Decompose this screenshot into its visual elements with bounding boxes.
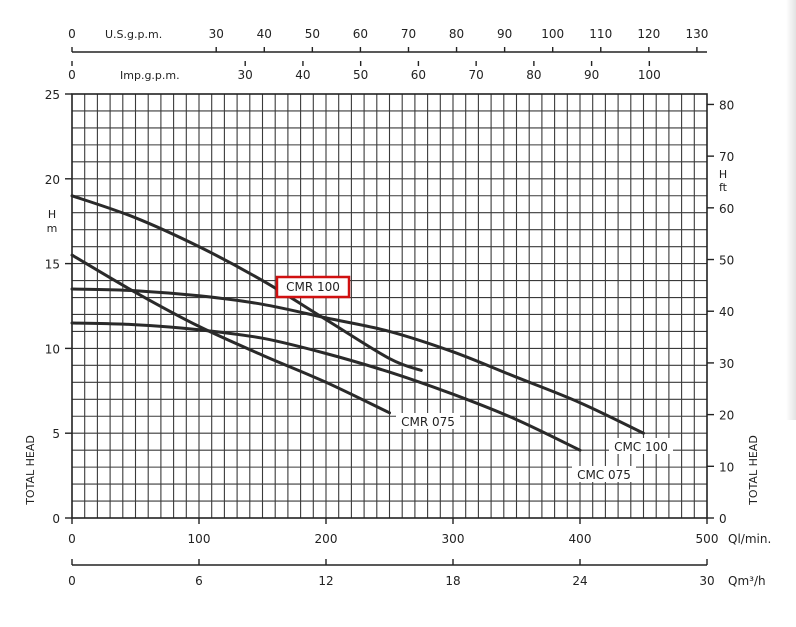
highlight-box [275, 275, 351, 299]
usgpm-tick-label: 60 [353, 27, 368, 41]
y2-tick-label: 10 [719, 460, 734, 474]
x-tick-label: 100 [188, 532, 211, 546]
y2-unit-label: H [719, 168, 727, 181]
x2-tick-label: 24 [572, 574, 587, 588]
y2-unit-label: ft [719, 181, 728, 194]
y2-tick-label: 30 [719, 357, 734, 371]
usgpm-tick-label: 30 [209, 27, 224, 41]
y-axis-label: TOTAL HEAD [24, 435, 37, 506]
y2-tick-label: 0 [719, 512, 727, 526]
series-line-cmc-100 [70, 287, 645, 435]
x2-tick-label: 6 [195, 574, 203, 588]
impgpm-axis-label: Imp.g.p.m. [120, 69, 180, 82]
series-line-cmr-075 [70, 253, 391, 415]
impgpm-tick-label: 70 [468, 68, 483, 82]
impgpm-tick-label: 50 [353, 68, 368, 82]
usgpm-tick-label: 90 [497, 27, 512, 41]
y2-tick-label: 70 [719, 150, 734, 164]
impgpm-tick-label: 30 [238, 68, 253, 82]
x-tick-label: 200 [315, 532, 338, 546]
label-background [572, 466, 636, 482]
curve-label: CMR 075 [401, 415, 455, 429]
y-tick-label: 20 [45, 173, 60, 187]
impgpm-tick-label: 80 [526, 68, 541, 82]
y2-tick-label: 40 [719, 305, 734, 319]
y2-tick-label: 20 [719, 409, 734, 423]
usgpm-tick-label: 130 [685, 27, 708, 41]
x-tick-label: 500 [696, 532, 719, 546]
y2-axis-label: TOTAL HEAD [747, 435, 760, 506]
impgpm-tick-label: 60 [411, 68, 426, 82]
series-line-cmc-075 [70, 321, 582, 452]
impgpm-tick-label: 40 [295, 68, 310, 82]
edge-shadow [786, 0, 796, 420]
curve-label: CMC 075 [577, 468, 631, 482]
y2-tick-label: 50 [719, 254, 734, 268]
label-background [609, 438, 673, 454]
axes: 0 100 200 300 400 500 Ql/min.0 6 12 18 24 30 Qm³/h0 3… [24, 27, 771, 588]
y2-tick-label: 60 [719, 202, 734, 216]
usgpm-tick-label: 110 [589, 27, 612, 41]
y-tick-label: 25 [45, 88, 60, 102]
x-tick-label: 300 [442, 532, 465, 546]
usgpm-tick-label: 70 [401, 27, 416, 41]
plot-frame [71, 93, 708, 519]
y2-tick-label: 80 [719, 98, 734, 112]
x-tick-label: 400 [569, 532, 592, 546]
usgpm-tick-label: 80 [449, 27, 464, 41]
usgpm-axis-label: U.S.g.p.m. [105, 28, 162, 41]
usgpm-tick-label: 100 [541, 27, 564, 41]
grid [72, 94, 707, 518]
x2-tick-label: 0 [68, 574, 76, 588]
curve-labels: CMR 100 CMR 075 CMC 100 CMC 075 [275, 275, 673, 482]
y-unit-label: m [47, 222, 58, 235]
impgpm-tick-label: 100 [638, 68, 661, 82]
usgpm-tick-label: 50 [305, 27, 320, 41]
curve-label: CMC 100 [614, 440, 668, 454]
x-tick-label: 0 [68, 532, 76, 546]
usgpm-tick-label: 40 [257, 27, 272, 41]
y-tick-label: 10 [45, 342, 60, 356]
y-unit-label: H [48, 208, 56, 221]
y-tick-label: 15 [45, 258, 60, 272]
label-background [396, 413, 460, 429]
curves [70, 194, 645, 452]
x2-axis-label: Qm³/h [728, 574, 766, 588]
x2-tick-label: 12 [318, 574, 333, 588]
x2-tick-label: 30 [699, 574, 714, 588]
x-axis-label: Ql/min. [728, 532, 771, 546]
usgpm-tick-label: 120 [637, 27, 660, 41]
curve-label: CMR 100 [286, 280, 340, 294]
y-tick-label: 0 [52, 512, 60, 526]
impgpm-tick-label: 90 [584, 68, 599, 82]
usgpm-tick-label: 0 [68, 27, 76, 41]
impgpm-tick-label: 0 [68, 68, 76, 82]
x2-tick-label: 18 [445, 574, 460, 588]
y-tick-label: 5 [52, 427, 60, 441]
series-line-cmr-100 [70, 194, 423, 372]
